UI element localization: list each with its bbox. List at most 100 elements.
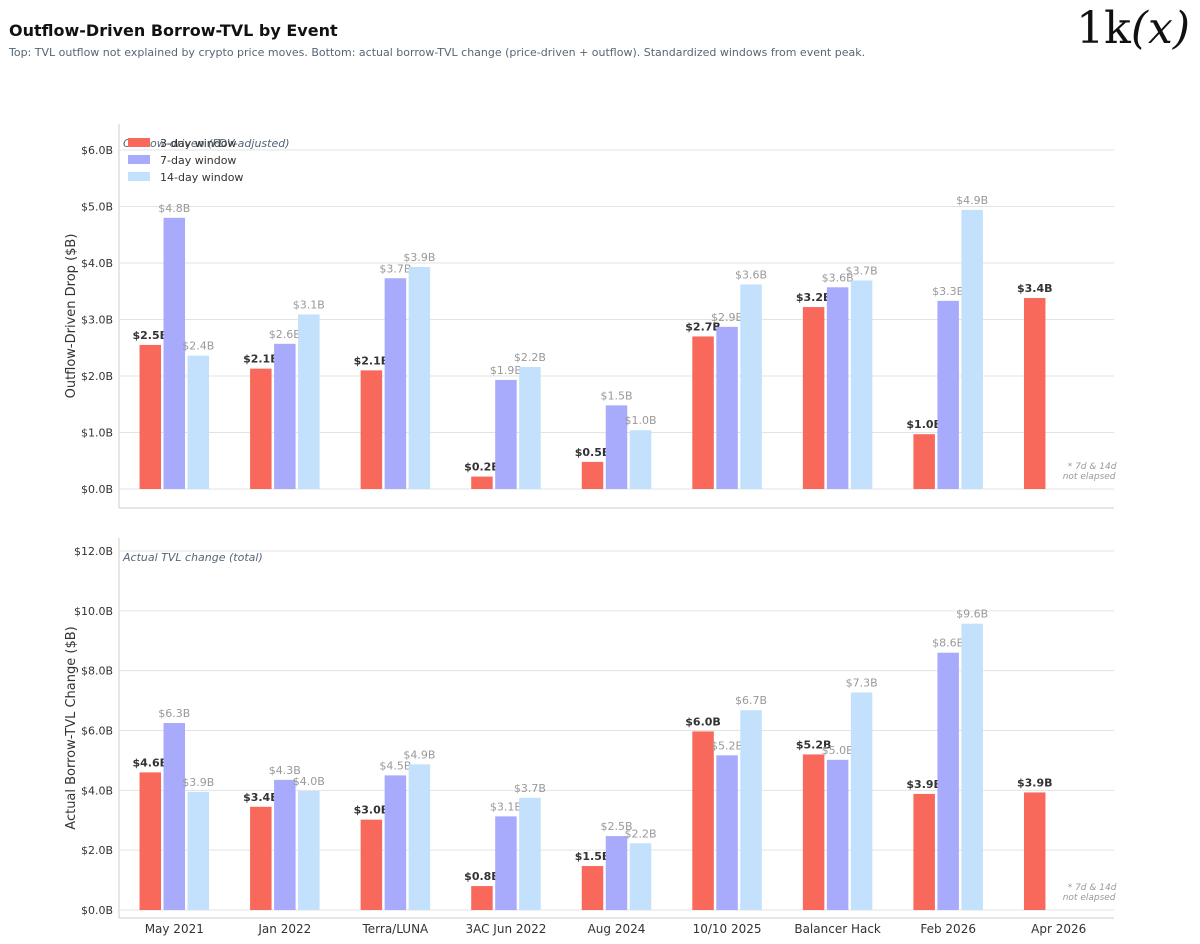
value-label-0-1-2: $3.1B [293,298,325,311]
value-label-0-3-2: $2.2B [514,351,546,364]
bar-1-6-0 [802,754,825,910]
bar-0-0-0 [139,344,162,489]
value-label-1-1-0: $3.4B [243,791,279,804]
bar-1-6-1 [826,759,849,910]
bar-0-5-2 [740,284,762,489]
value-label-0-2-2: $3.9B [403,251,435,264]
bar-1-6-2 [850,692,873,910]
bar-1-3-2 [519,797,541,910]
ytick-label-0-6: $6.0B [81,144,113,157]
value-label-0-7-0: $1.0B [906,418,942,431]
value-label-1-3-0: $0.8B [464,870,500,883]
bar-1-5-0 [692,731,714,910]
bar-0-1-1 [274,343,296,489]
value-label-1-4-2: $2.2B [624,827,656,840]
bar-1-7-1 [937,652,959,910]
panel-label-1: Actual TVL change (total) [122,551,263,564]
ytick-label-0-2: $2.0B [81,370,113,383]
y-axis-title-0: Outflow-Driven Drop ($B) [64,234,79,399]
y-axis-title-1: Actual Borrow-TVL Change ($B) [64,626,79,829]
xtick-label-2: Terra/LUNA [361,922,429,936]
bar-0-3-2 [519,366,541,489]
bar-0-1-2 [298,314,320,489]
logo-prefix: 1k [1076,3,1131,54]
bar-0-3-1 [495,379,517,489]
value-label-1-6-1: $5.0B [822,744,854,757]
value-label-1-3-1: $3.1B [490,800,522,813]
bar-0-2-0 [360,370,383,489]
bar-0-2-1 [384,278,407,489]
bar-0-7-2 [961,209,983,489]
page-subtitle: Top: TVL outflow not explained by crypto… [9,46,866,59]
bar-0-4-0 [581,461,604,489]
logo-var: (x) [1130,3,1190,54]
bar-1-1-2 [298,790,320,910]
value-label-0-1-0: $2.1B [243,353,279,366]
bar-0-4-2 [629,430,652,489]
legend-swatch-2 [128,172,150,181]
brand-logo: 1k(x) [1076,4,1190,54]
value-label-0-4-0: $0.5B [575,446,611,459]
bar-0-7-0 [913,434,935,489]
value-label-0-2-1: $3.7B [379,262,411,275]
value-label-1-7-1: $8.6B [932,637,964,650]
value-label-0-6-1: $3.6B [822,271,854,284]
panel-label-0: Outflow-driven (FDV-adjusted) [123,137,290,150]
bar-0-5-0 [692,336,714,489]
header: Outflow-Driven Borrow-TVL by Event Top: … [9,20,865,60]
value-label-1-3-2: $3.7B [514,782,546,795]
legend-label-2: 14-day window [160,171,243,184]
value-label-1-6-0: $5.2B [796,738,832,751]
bar-1-4-2 [629,843,652,910]
page-title: Outflow-Driven Borrow-TVL by Event [9,21,338,40]
value-label-1-7-2: $9.6B [956,608,988,621]
value-label-0-1-1: $2.6B [269,328,301,341]
value-label-0-0-0: $2.5B [133,329,169,342]
bar-1-7-2 [961,623,983,910]
bar-1-3-1 [495,816,517,910]
value-label-0-3-1: $1.9B [490,364,522,377]
ytick-label-0-0: $0.0B [81,483,113,496]
ytick-label-1-6: $12.0B [74,545,113,558]
value-label-1-2-0: $3.0B [354,804,390,817]
value-label-1-7-0: $3.9B [906,778,942,791]
value-label-1-5-2: $6.7B [735,694,767,707]
bar-1-0-0 [139,772,162,910]
value-label-0-8-0: $3.4B [1017,282,1053,295]
ytick-label-0-4: $4.0B [81,257,113,270]
bar-1-0-1 [163,723,186,910]
value-label-1-2-1: $4.5B [379,759,411,772]
note-line1-0: * 7d & 14d [1068,462,1117,472]
value-label-0-7-2: $4.9B [956,194,988,207]
bar-0-0-1 [163,217,186,490]
xtick-label-3: 3AC Jun 2022 [465,922,546,936]
value-label-0-5-1: $2.9B [711,311,743,324]
value-label-1-5-0: $6.0B [685,715,721,728]
value-label-1-0-2: $3.9B [182,776,214,789]
value-label-0-3-0: $0.2B [464,461,500,474]
bar-1-5-2 [740,710,762,910]
bar-1-2-1 [384,775,407,910]
note-line2-0: not elapsed [1063,472,1116,482]
value-label-0-7-1: $3.3B [932,285,964,298]
bar-1-4-0 [581,866,604,910]
bar-0-3-0 [471,476,493,489]
value-label-1-4-1: $2.5B [600,820,632,833]
xtick-label-4: Aug 2024 [588,922,646,936]
value-label-0-0-1: $4.8B [158,202,190,215]
bar-1-7-0 [913,793,935,910]
bar-1-0-2 [187,791,210,910]
xtick-label-7: Feb 2026 [920,922,976,936]
bar-1-3-0 [471,886,493,910]
ytick-label-1-3: $6.0B [81,725,113,738]
value-label-0-0-2: $2.4B [182,340,214,353]
ytick-label-0-3: $3.0B [81,314,113,327]
bar-0-6-1 [826,287,849,489]
value-label-1-5-1: $5.2B [711,739,743,752]
bar-0-7-1 [937,300,959,489]
bar-1-1-0 [250,806,272,910]
note-line2-1: not elapsed [1063,893,1116,903]
ytick-label-1-2: $4.0B [81,784,113,797]
value-label-0-4-2: $1.0B [624,414,656,427]
